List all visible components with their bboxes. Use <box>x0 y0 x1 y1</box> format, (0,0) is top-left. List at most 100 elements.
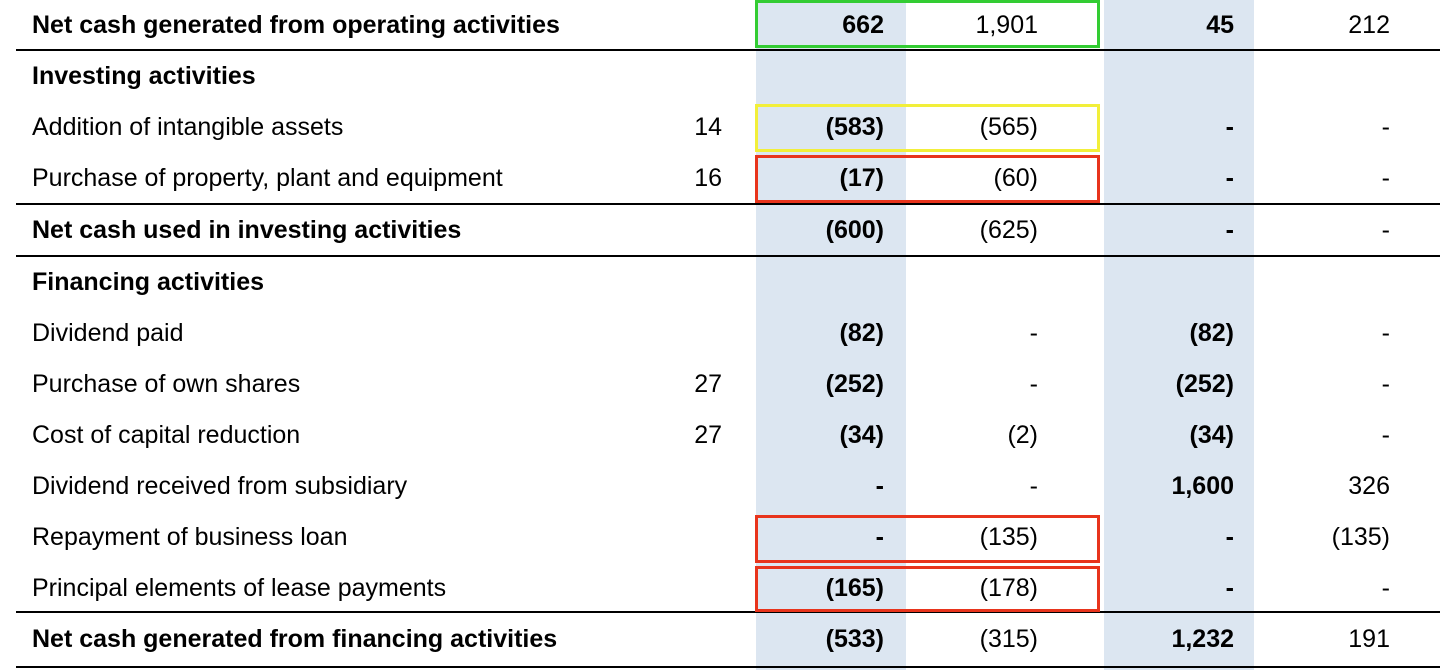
note-ref: 27 <box>694 421 722 449</box>
row-net-cash-investing: Net cash used in investing activities (60… <box>0 205 1456 256</box>
row-dividend-received: Dividend received from subsidiary - - 1,600… <box>0 461 1456 512</box>
row-dividend-paid: Dividend paid (82) - (82) - <box>0 308 1456 359</box>
highlight-red-box <box>755 155 1100 203</box>
value-c1: (600) <box>825 216 884 244</box>
value-c2: - <box>1029 319 1038 347</box>
value-c1: (34) <box>839 421 884 449</box>
value-c4: - <box>1381 370 1390 398</box>
value-c1: (252) <box>825 370 884 398</box>
value-c1: 662 <box>842 11 884 39</box>
value-c4: 191 <box>1348 625 1390 653</box>
value-c3: (252) <box>1175 370 1234 398</box>
note-ref <box>660 257 722 308</box>
row-purchase-ppe: Purchase of property, plant and equipmen… <box>0 153 1456 204</box>
row-label: Repayment of business loan <box>32 523 348 551</box>
row-net-cash-operating: Net cash generated from operating activi… <box>0 0 1456 51</box>
column-shade-group-current <box>756 0 906 670</box>
note-ref: 27 <box>694 370 722 398</box>
row-label: Purchase of own shares <box>32 370 301 398</box>
note-ref: 14 <box>694 113 722 141</box>
value-c2: (315) <box>979 625 1038 653</box>
column-shade-company-current <box>1104 0 1254 670</box>
rule-line <box>16 203 1440 205</box>
row-label: Principal elements of lease payments <box>32 574 447 602</box>
highlight-red-box <box>755 515 1100 563</box>
value-c2: (625) <box>979 216 1038 244</box>
value-c4: - <box>1381 421 1390 449</box>
value-c1: (165) <box>825 574 884 602</box>
rule-line <box>16 666 1440 668</box>
value-c4 <box>1254 257 1390 308</box>
value-c2: (135) <box>979 523 1038 551</box>
row-purchase-own-shares: Purchase of own shares 27 (252) - (252) - <box>0 359 1456 410</box>
row-cost-capital-reduction: Cost of capital reduction 27 (34) (2) (34) - <box>0 410 1456 461</box>
value-c3: - <box>1225 574 1234 602</box>
row-label: Cost of capital reduction <box>32 421 301 449</box>
row-addition-intangible: Addition of intangible assets 14 (583) (565… <box>0 102 1456 153</box>
value-c3: 45 <box>1206 11 1234 39</box>
value-c2: (60) <box>993 164 1038 192</box>
row-label: Financing activities <box>32 268 265 296</box>
value-c2 <box>906 257 1038 308</box>
value-c3: - <box>1225 164 1234 192</box>
value-c3: (34) <box>1189 421 1234 449</box>
row-label: Net cash generated from operating activi… <box>32 11 560 39</box>
value-c2: - <box>1029 370 1038 398</box>
value-c1: (583) <box>825 113 884 141</box>
rule-line <box>16 49 1440 51</box>
note-ref <box>660 614 722 665</box>
row-label: Addition of intangible assets <box>32 113 344 141</box>
row-label: Net cash used in investing activities <box>32 216 462 244</box>
value-c1 <box>756 51 884 102</box>
rule-line <box>16 611 1440 613</box>
value-c4: - <box>1381 216 1390 244</box>
row-net-cash-financing: Net cash generated from financing activi… <box>0 614 1456 665</box>
value-c3: - <box>1225 113 1234 141</box>
note-ref <box>660 308 722 359</box>
note-ref <box>660 51 722 102</box>
value-c1 <box>756 257 884 308</box>
value-c1: (17) <box>839 164 884 192</box>
value-c2: 1,901 <box>975 11 1038 39</box>
highlight-green-box <box>755 0 1100 48</box>
value-c3 <box>1104 257 1234 308</box>
value-c1: (533) <box>825 625 884 653</box>
row-label: Dividend paid <box>32 319 184 347</box>
note-ref <box>660 563 722 614</box>
value-c1: (82) <box>839 319 884 347</box>
value-c4: - <box>1381 113 1390 141</box>
row-lease-payments: Principal elements of lease payments (165… <box>0 563 1456 614</box>
highlight-red-box <box>755 566 1100 612</box>
note-ref <box>660 461 722 512</box>
row-label: Dividend received from subsidiary <box>32 472 408 500</box>
note-ref: 16 <box>694 164 722 192</box>
value-c4: - <box>1381 319 1390 347</box>
value-c4: 212 <box>1348 11 1390 39</box>
value-c3 <box>1104 51 1234 102</box>
row-financing-header: Financing activities <box>0 257 1456 308</box>
note-ref <box>660 205 722 256</box>
row-investing-header: Investing activities <box>0 51 1456 102</box>
highlight-yellow-box <box>755 104 1100 152</box>
row-label: Purchase of property, plant and equipmen… <box>32 164 503 192</box>
value-c4: (135) <box>1331 523 1390 551</box>
value-c4: 326 <box>1348 472 1390 500</box>
value-c2 <box>906 51 1038 102</box>
value-c4 <box>1254 51 1390 102</box>
value-c4: - <box>1381 574 1390 602</box>
value-c1: - <box>875 523 884 551</box>
value-c1: - <box>875 472 884 500</box>
value-c3: 1,232 <box>1171 625 1234 653</box>
value-c4: - <box>1381 164 1390 192</box>
row-label: Net cash generated from financing activi… <box>32 625 558 653</box>
value-c2: (178) <box>979 574 1038 602</box>
value-c2: (2) <box>1007 421 1038 449</box>
value-c3: (82) <box>1189 319 1234 347</box>
row-repayment-business-loan: Repayment of business loan - (135) - (135) <box>0 512 1456 563</box>
value-c3: - <box>1225 216 1234 244</box>
value-c2: - <box>1029 472 1038 500</box>
rule-line <box>16 255 1440 257</box>
value-c3: 1,600 <box>1171 472 1234 500</box>
note-ref <box>660 512 722 563</box>
